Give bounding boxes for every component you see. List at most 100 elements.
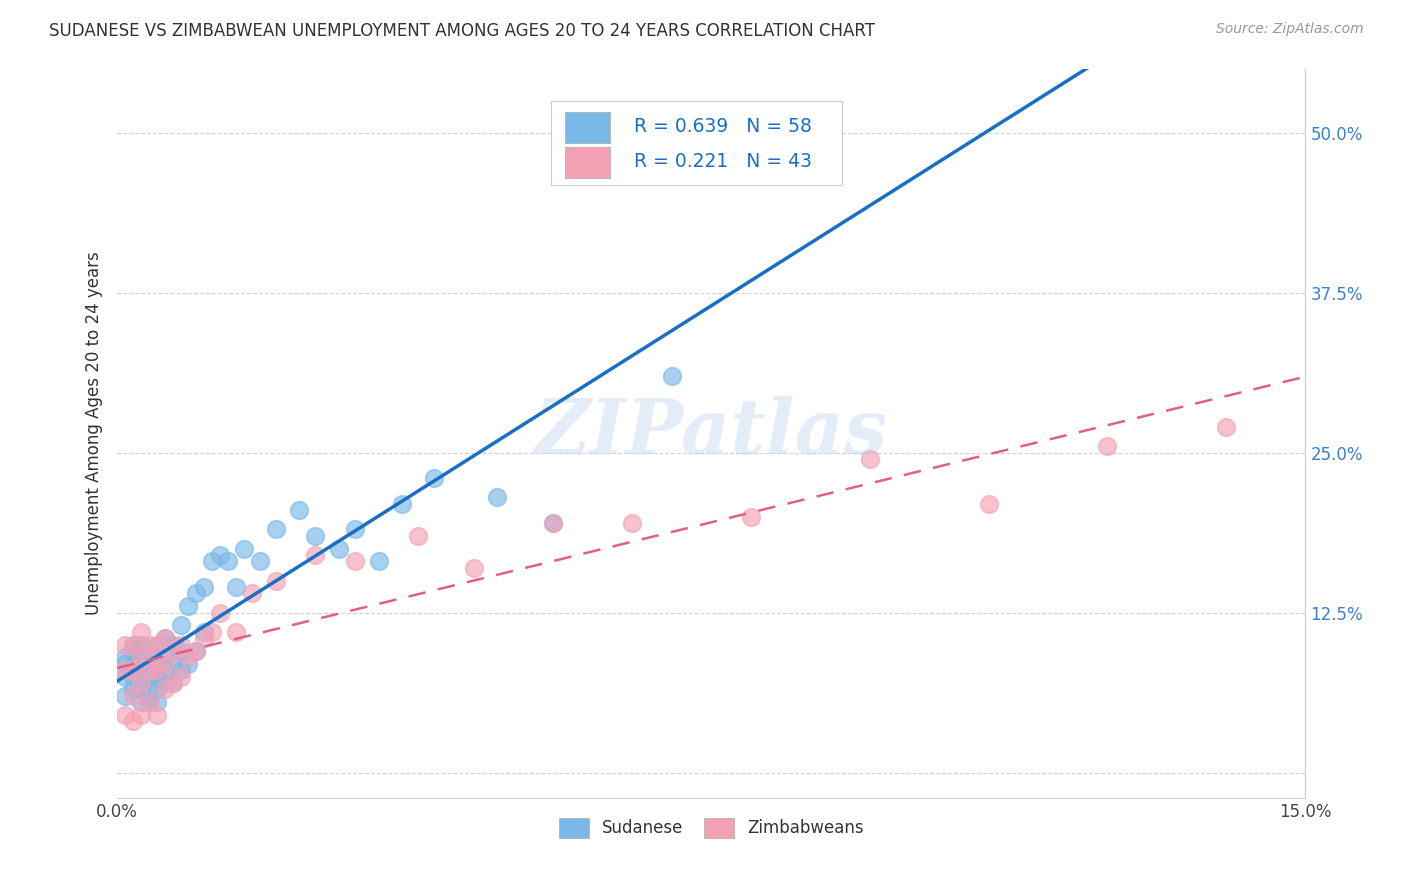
Point	[114, 708, 136, 723]
Point	[186, 586, 208, 600]
Point	[129, 663, 152, 677]
Point	[463, 560, 485, 574]
Point	[122, 663, 145, 677]
Point	[391, 497, 413, 511]
Point	[367, 554, 389, 568]
Point	[122, 638, 145, 652]
Point	[225, 580, 247, 594]
Point	[621, 516, 644, 530]
Point	[304, 529, 326, 543]
Text: ZIPatlas: ZIPatlas	[534, 396, 887, 470]
Point	[153, 650, 176, 665]
Point	[343, 554, 366, 568]
Point	[146, 682, 169, 697]
Point	[114, 657, 136, 671]
Point	[138, 638, 160, 652]
Point	[169, 618, 191, 632]
Point	[193, 624, 215, 639]
Point	[343, 522, 366, 536]
Point	[264, 522, 287, 536]
Point	[169, 644, 191, 658]
Point	[146, 663, 169, 677]
Point	[153, 663, 176, 677]
Point	[114, 638, 136, 652]
Point	[209, 548, 232, 562]
Point	[114, 689, 136, 703]
Point	[138, 695, 160, 709]
Point	[146, 638, 169, 652]
Point	[209, 606, 232, 620]
Point	[146, 695, 169, 709]
Point	[162, 676, 184, 690]
Point	[162, 657, 184, 671]
Point	[186, 644, 208, 658]
Text: R = 0.221   N = 43: R = 0.221 N = 43	[634, 153, 813, 171]
Point	[264, 574, 287, 588]
Point	[423, 471, 446, 485]
Point	[217, 554, 239, 568]
Point	[406, 529, 429, 543]
Point	[122, 689, 145, 703]
Point	[122, 644, 145, 658]
Point	[129, 695, 152, 709]
Point	[146, 708, 169, 723]
Point	[129, 638, 152, 652]
Point	[186, 644, 208, 658]
Y-axis label: Unemployment Among Ages 20 to 24 years: Unemployment Among Ages 20 to 24 years	[86, 252, 103, 615]
Point	[114, 669, 136, 683]
Point	[169, 669, 191, 683]
Legend: Sudanese, Zimbabweans: Sudanese, Zimbabweans	[553, 811, 870, 845]
Point	[129, 650, 152, 665]
Point	[541, 516, 564, 530]
Point	[740, 509, 762, 524]
Text: Source: ZipAtlas.com: Source: ZipAtlas.com	[1216, 22, 1364, 37]
Point	[779, 151, 801, 165]
Point	[1215, 420, 1237, 434]
Point	[193, 631, 215, 645]
Point	[177, 650, 200, 665]
Point	[129, 650, 152, 665]
Point	[201, 624, 224, 639]
Point	[232, 541, 254, 556]
Point	[486, 491, 509, 505]
Point	[201, 554, 224, 568]
FancyBboxPatch shape	[565, 147, 610, 178]
Text: R = 0.639   N = 58: R = 0.639 N = 58	[634, 117, 811, 136]
Point	[138, 644, 160, 658]
Point	[122, 669, 145, 683]
Point	[169, 638, 191, 652]
Point	[146, 657, 169, 671]
Point	[153, 631, 176, 645]
Point	[138, 695, 160, 709]
Point	[146, 669, 169, 683]
Point	[122, 714, 145, 729]
Point	[661, 368, 683, 383]
Point	[129, 624, 152, 639]
Point	[162, 676, 184, 690]
Point	[122, 682, 145, 697]
Point	[162, 638, 184, 652]
Point	[138, 682, 160, 697]
Point	[153, 631, 176, 645]
Point	[288, 503, 311, 517]
Point	[169, 663, 191, 677]
Point	[114, 650, 136, 665]
Point	[240, 586, 263, 600]
Point	[129, 682, 152, 697]
Point	[138, 657, 160, 671]
Point	[328, 541, 350, 556]
Point	[859, 451, 882, 466]
Point	[129, 708, 152, 723]
Point	[977, 497, 1000, 511]
Point	[138, 663, 160, 677]
Point	[177, 657, 200, 671]
Point	[114, 663, 136, 677]
Point	[177, 599, 200, 614]
Point	[122, 638, 145, 652]
Point	[138, 669, 160, 683]
Text: SUDANESE VS ZIMBABWEAN UNEMPLOYMENT AMONG AGES 20 TO 24 YEARS CORRELATION CHART: SUDANESE VS ZIMBABWEAN UNEMPLOYMENT AMON…	[49, 22, 875, 40]
Point	[541, 516, 564, 530]
Point	[153, 682, 176, 697]
FancyBboxPatch shape	[551, 102, 842, 186]
Point	[122, 657, 145, 671]
